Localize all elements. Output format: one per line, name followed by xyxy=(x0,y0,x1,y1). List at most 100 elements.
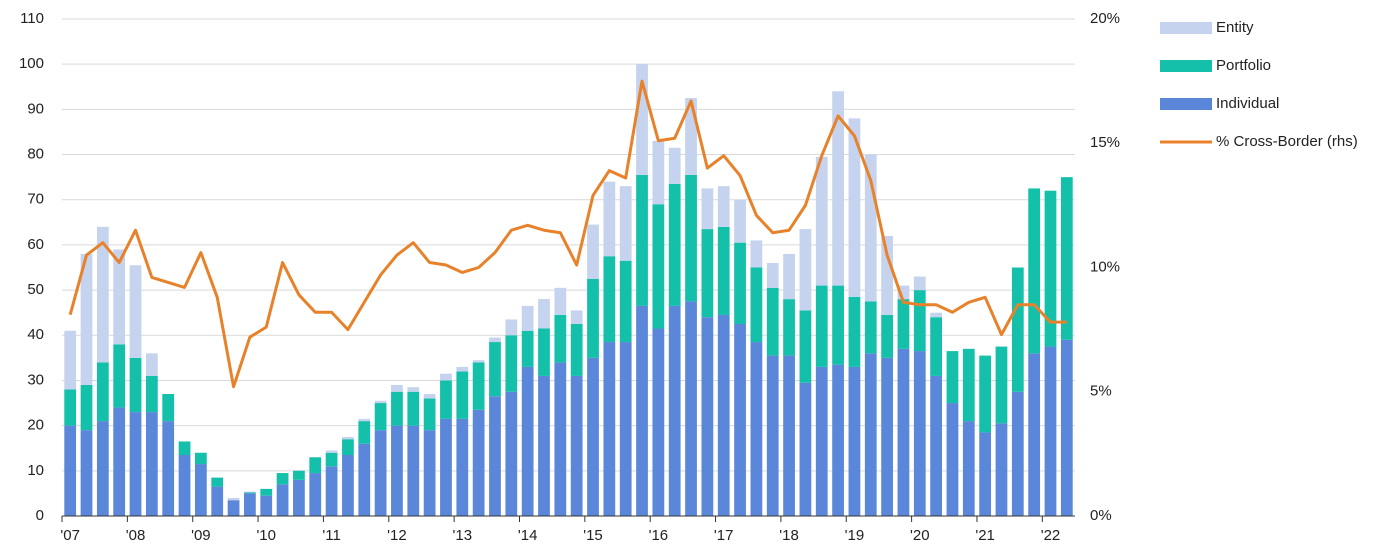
bar-segment xyxy=(570,375,583,516)
bar-segment xyxy=(293,470,305,480)
bar-segment xyxy=(717,186,730,227)
bar-segment xyxy=(391,425,403,516)
bar-segment xyxy=(832,364,844,516)
bar-segment xyxy=(701,188,714,230)
bar-segment xyxy=(244,493,256,516)
bar-segment xyxy=(1044,346,1057,516)
bar-segment xyxy=(113,344,126,408)
bar-segment xyxy=(603,256,616,343)
bar-segment xyxy=(685,98,697,175)
bar-segment xyxy=(456,418,469,516)
bar-segment xyxy=(260,488,273,496)
legend-swatch xyxy=(1160,22,1212,34)
bar-segment xyxy=(1044,190,1057,347)
x-tick-label: '22 xyxy=(1041,527,1061,544)
bar-segment xyxy=(930,375,943,516)
bar-segment xyxy=(701,317,714,516)
bar-segment xyxy=(636,64,648,175)
bar-segment xyxy=(783,253,795,300)
bar-segment xyxy=(636,174,648,306)
bar-segment xyxy=(897,285,910,300)
bar-segment xyxy=(979,355,992,433)
bar-segment xyxy=(815,156,828,286)
legend-label: Individual xyxy=(1216,95,1279,112)
legend-label: % Cross-Border (rhs) xyxy=(1216,133,1358,150)
bar-segment xyxy=(1060,177,1073,340)
bar-segment xyxy=(472,360,485,363)
x-tick-label: '17 xyxy=(714,527,734,544)
bar-segment xyxy=(750,267,763,343)
bar-segment xyxy=(1028,353,1041,516)
bar-segment xyxy=(521,330,534,367)
bar-segment xyxy=(96,421,109,516)
bar-segment xyxy=(619,186,632,261)
bar-segment xyxy=(897,299,910,349)
bar-segment xyxy=(145,375,158,413)
bar-segment xyxy=(766,287,779,356)
bar-segment xyxy=(489,337,501,343)
bar-segment xyxy=(96,362,109,422)
bar-segment xyxy=(554,287,567,315)
y-tick-label: 10 xyxy=(27,462,44,479)
bar-segment xyxy=(211,486,224,516)
bar-segment xyxy=(178,441,191,456)
x-tick-label: '11 xyxy=(322,527,340,544)
bar-segment xyxy=(864,301,877,354)
bar-segment xyxy=(244,492,256,494)
bar-segment xyxy=(930,312,943,318)
bar-segment xyxy=(652,204,665,329)
bar-segment xyxy=(913,276,926,291)
bar-segment xyxy=(995,346,1008,424)
legend-label: Portfolio xyxy=(1216,57,1271,74)
bar-segment xyxy=(309,457,322,474)
bar-segment xyxy=(293,469,305,471)
bar-segment xyxy=(80,384,93,431)
bar-segment xyxy=(162,394,175,422)
bar-segment xyxy=(423,394,436,399)
bar-segment xyxy=(962,348,975,422)
y-tick-label: 50 xyxy=(27,281,44,298)
bar-segment xyxy=(913,290,926,352)
bar-segment xyxy=(80,253,93,385)
bar-segment xyxy=(244,491,256,493)
bar-segment xyxy=(113,249,126,345)
bar-segment xyxy=(701,229,714,318)
bar-segment xyxy=(194,464,207,516)
bar-segment xyxy=(440,373,452,381)
bar-segment xyxy=(848,118,861,297)
bar-segment xyxy=(358,421,371,444)
y2-tick-label: 10% xyxy=(1090,258,1120,275)
bar-segment xyxy=(750,240,763,268)
line xyxy=(68,79,1067,389)
y-tick-label: 60 xyxy=(27,236,44,253)
bar-segment xyxy=(276,484,289,516)
bar-segment xyxy=(864,154,877,302)
bar-segment xyxy=(734,323,746,516)
bar-segment xyxy=(1060,339,1073,516)
y-tick-label: 40 xyxy=(27,326,44,343)
bar-segment xyxy=(538,328,550,376)
bar-segment xyxy=(1028,188,1041,354)
bar-segment xyxy=(113,407,126,516)
bar-segment xyxy=(587,357,599,516)
x-tick-label: '16 xyxy=(649,527,669,544)
y-tick-label: 80 xyxy=(27,146,44,163)
bar-segment xyxy=(211,477,224,487)
bar-segment xyxy=(930,317,943,376)
bar-segment xyxy=(407,425,420,516)
bar-segment xyxy=(962,421,975,516)
bar-segment xyxy=(799,310,812,383)
bar-segment xyxy=(489,342,501,397)
bar-segment xyxy=(587,224,599,279)
bar-segment xyxy=(668,305,681,516)
bar-segment xyxy=(734,199,746,243)
bar-segment xyxy=(407,387,420,392)
x-tick-label: '19 xyxy=(845,527,865,544)
bar-segment xyxy=(554,314,567,363)
bar-segment xyxy=(472,409,485,516)
bar-segment xyxy=(342,436,354,440)
bar-segment xyxy=(1011,267,1024,392)
bar-segment xyxy=(783,355,795,516)
y2-tick-label: 0% xyxy=(1090,507,1112,524)
y2-tick-label: 20% xyxy=(1090,10,1120,27)
